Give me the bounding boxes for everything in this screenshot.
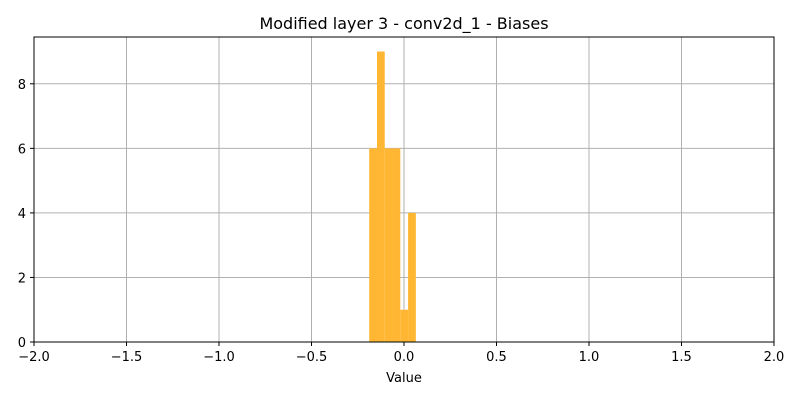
x-axis-label: Value: [386, 371, 422, 386]
y-tick-label: 4: [18, 207, 26, 222]
y-axis-ticks: 0 2 4 6 8: [18, 78, 34, 351]
histogram-bars: [369, 51, 416, 343]
x-tick-label: −0.5: [296, 350, 328, 365]
chart-title: Modified layer 3 - conv2d_1 - Biases: [259, 14, 548, 34]
grid-lines: [33, 37, 775, 343]
x-tick-label: 0.5: [486, 350, 507, 365]
y-tick-label: 0: [18, 336, 26, 351]
x-tick-label: 0.0: [394, 350, 415, 365]
x-tick-label: 2.0: [764, 350, 785, 365]
y-tick-label: 2: [18, 271, 26, 286]
y-tick-label: 6: [18, 142, 26, 157]
histogram-bar: [384, 148, 393, 342]
histogram-bar: [408, 212, 416, 342]
histogram-bar: [376, 51, 385, 343]
x-tick-label: 1.0: [579, 350, 600, 365]
histogram-bar: [400, 309, 409, 342]
y-tick-label: 8: [18, 78, 26, 93]
x-tick-label: 1.5: [671, 350, 692, 365]
x-axis-ticks: −2.0 −1.5 −1.0 −0.5 0.0 0.5 1.0 1.5 2.0: [18, 342, 784, 365]
x-tick-label: −1.0: [203, 350, 235, 365]
histogram-bar: [369, 148, 377, 342]
x-tick-label: −2.0: [18, 350, 50, 365]
x-tick-label: −1.5: [111, 350, 143, 365]
histogram-bar: [392, 148, 401, 342]
